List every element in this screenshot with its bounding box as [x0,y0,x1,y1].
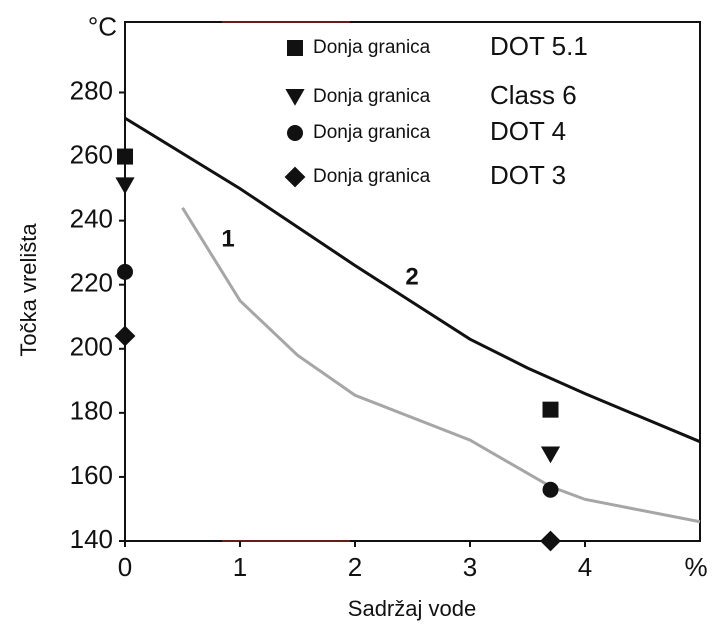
x-tick-label: % [684,552,707,582]
point [540,446,561,464]
legend-prefix: Donja granica [313,166,431,187]
y-tick-label: 260 [70,139,113,169]
y-axis-title: Točka vrelišta [16,223,41,357]
x-tick-label: 2 [348,552,362,582]
plot-frame [124,21,701,542]
legend-label: DOT 5.1 [490,31,588,61]
legend-prefix: Donja granica [313,122,431,143]
y-tick-label: 200 [70,332,113,362]
y-tick-label: °C [88,11,117,41]
line [124,116,701,444]
x-tick-label: 1 [233,552,247,582]
point [542,481,559,498]
legend-prefix: Donja granica [313,37,431,58]
line-label: 2 [405,263,418,290]
legend-prefix: Donja granica [313,86,431,107]
point [117,263,133,280]
x-axis-title: Sadržaj vode [348,596,476,621]
point [540,530,561,552]
y-tick-label: 160 [70,460,113,490]
y-tick-label: 180 [70,396,113,426]
y-tick-label: 240 [70,204,113,234]
point [542,401,559,418]
legend-marker [285,89,305,106]
x-tick-label: 4 [578,552,592,582]
y-tick-label: 280 [70,75,113,105]
legend-label: Class 6 [490,80,577,110]
point [114,325,136,347]
x-tick-label: 0 [118,552,132,582]
legend-marker [287,125,303,141]
x-tick-label: 3 [463,552,477,582]
legend-label: DOT 4 [490,116,566,146]
line [181,207,701,524]
point [117,148,133,165]
y-tick-label: 220 [70,268,113,298]
line-label: 1 [221,225,234,252]
legend-marker [287,40,303,56]
legend-marker [284,166,306,188]
legend-label: DOT 3 [490,160,566,190]
y-tick-label: 140 [70,524,113,554]
point [115,177,135,195]
